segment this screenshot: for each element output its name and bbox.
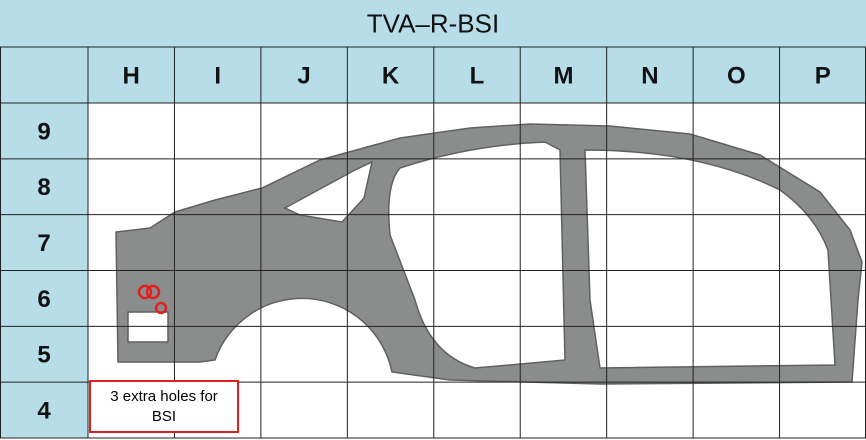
column-label: O bbox=[727, 62, 746, 89]
title-bar bbox=[0, 0, 866, 47]
annotation-box: 3 extra holes for BSI bbox=[89, 380, 239, 433]
car-body-side bbox=[115, 123, 863, 385]
column-label: I bbox=[214, 62, 221, 89]
column-label: N bbox=[641, 62, 658, 89]
row-label: 7 bbox=[37, 230, 50, 257]
labels: TVA–R-BSI H I J K L M N O P 9 8 7 6 5 4 bbox=[37, 8, 830, 424]
row-label: 8 bbox=[37, 174, 50, 201]
column-label: H bbox=[123, 62, 140, 89]
header-row bbox=[0, 47, 866, 103]
row-label: 5 bbox=[37, 342, 50, 369]
column-label: P bbox=[815, 62, 831, 89]
row-label: 4 bbox=[37, 397, 51, 424]
column-label: J bbox=[297, 62, 310, 89]
row-label: 9 bbox=[37, 118, 50, 145]
column-label: K bbox=[382, 62, 400, 89]
column-label: M bbox=[553, 62, 573, 89]
title: TVA–R-BSI bbox=[367, 8, 499, 38]
row-label: 6 bbox=[37, 286, 50, 313]
column-label: L bbox=[470, 62, 485, 89]
